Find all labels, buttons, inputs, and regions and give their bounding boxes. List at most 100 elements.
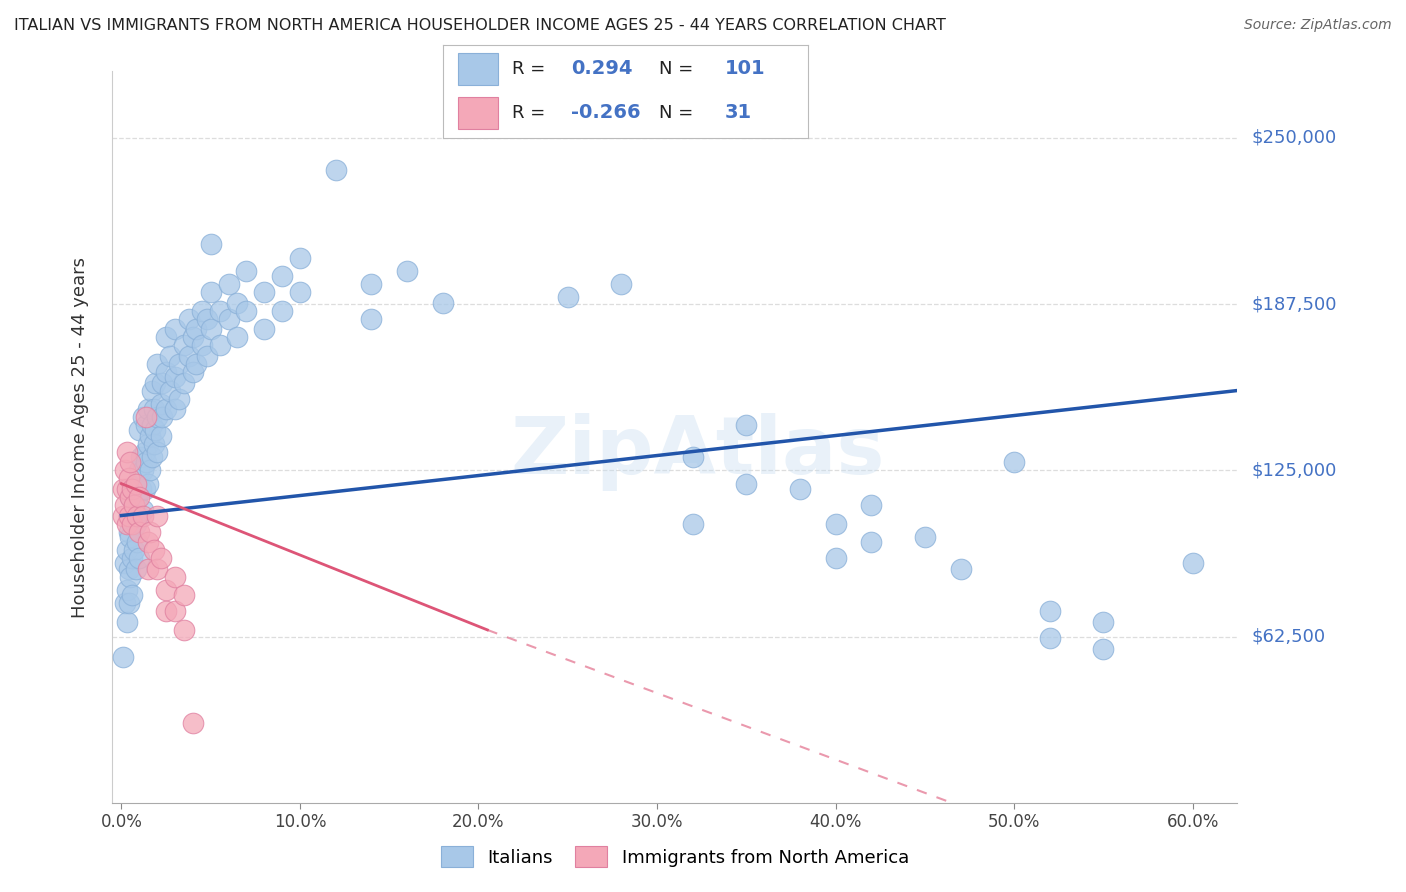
Point — [789, 482, 811, 496]
Point — [824, 551, 846, 566]
Text: Source: ZipAtlas.com: Source: ZipAtlas.com — [1244, 18, 1392, 32]
Point — [128, 424, 150, 438]
Point — [235, 264, 257, 278]
Point — [142, 402, 165, 417]
Point — [325, 162, 347, 177]
Point — [155, 330, 177, 344]
Point — [129, 482, 152, 496]
Point — [115, 516, 138, 531]
Point — [125, 476, 148, 491]
Point — [288, 251, 311, 265]
Point — [181, 716, 204, 731]
Point — [112, 482, 135, 496]
Point — [114, 463, 136, 477]
Bar — [457, 53, 498, 85]
Point — [173, 338, 195, 352]
Point — [155, 365, 177, 379]
Point — [163, 604, 186, 618]
Point — [114, 596, 136, 610]
Point — [860, 535, 883, 549]
Text: 31: 31 — [724, 103, 751, 122]
Point — [142, 436, 165, 450]
Point — [146, 508, 169, 523]
Point — [136, 402, 159, 417]
Point — [128, 490, 150, 504]
Point — [432, 295, 454, 310]
Point — [125, 476, 148, 491]
Text: 101: 101 — [724, 60, 765, 78]
Point — [139, 524, 162, 539]
Point — [179, 311, 201, 326]
Point — [142, 543, 165, 558]
Text: $62,500: $62,500 — [1251, 628, 1326, 646]
Point — [117, 524, 139, 539]
Point — [735, 476, 758, 491]
Point — [121, 551, 143, 566]
Point — [146, 357, 169, 371]
Point — [155, 604, 177, 618]
Point — [125, 516, 148, 531]
Point — [173, 623, 195, 637]
Point — [167, 392, 190, 406]
Point — [114, 557, 136, 571]
Point — [121, 508, 143, 523]
Point — [117, 508, 139, 523]
Point — [173, 588, 195, 602]
Point — [1039, 604, 1062, 618]
Point — [360, 311, 382, 326]
Point — [200, 322, 222, 336]
Point — [163, 570, 186, 584]
Point — [190, 338, 212, 352]
Text: -0.266: -0.266 — [571, 103, 641, 122]
Text: R =: R = — [512, 60, 551, 78]
Point — [190, 303, 212, 318]
Point — [132, 463, 155, 477]
Point — [128, 524, 150, 539]
Point — [136, 436, 159, 450]
Point — [143, 424, 166, 438]
Text: ZipAtlas: ZipAtlas — [510, 413, 884, 491]
Point — [557, 290, 579, 304]
Point — [112, 508, 135, 523]
Y-axis label: Householder Income Ages 25 - 44 years: Householder Income Ages 25 - 44 years — [70, 257, 89, 617]
Point — [115, 444, 138, 458]
Point — [396, 264, 419, 278]
Point — [121, 588, 143, 602]
Point — [186, 322, 208, 336]
Text: $250,000: $250,000 — [1251, 128, 1337, 147]
Point — [139, 429, 162, 443]
Point — [120, 530, 142, 544]
Point — [735, 418, 758, 433]
Point — [146, 410, 169, 425]
Point — [682, 516, 704, 531]
Point — [146, 444, 169, 458]
Point — [155, 582, 177, 597]
Text: N =: N = — [658, 104, 699, 122]
Point — [208, 338, 231, 352]
Point — [226, 295, 249, 310]
Point — [141, 418, 163, 433]
Point — [132, 503, 155, 517]
Point — [860, 498, 883, 512]
Point — [149, 397, 172, 411]
Point — [253, 285, 276, 299]
Point — [136, 535, 159, 549]
Point — [682, 450, 704, 464]
Point — [208, 303, 231, 318]
Text: ITALIAN VS IMMIGRANTS FROM NORTH AMERICA HOUSEHOLDER INCOME AGES 25 - 44 YEARS C: ITALIAN VS IMMIGRANTS FROM NORTH AMERICA… — [14, 18, 946, 33]
Point — [120, 490, 142, 504]
Point — [914, 530, 936, 544]
Point — [159, 349, 181, 363]
Text: $125,000: $125,000 — [1251, 461, 1337, 479]
Point — [1092, 641, 1115, 656]
Point — [186, 357, 208, 371]
Point — [120, 570, 142, 584]
Point — [141, 450, 163, 464]
Legend: Italians, Immigrants from North America: Italians, Immigrants from North America — [433, 839, 917, 874]
Point — [115, 615, 138, 629]
Point — [200, 285, 222, 299]
Point — [610, 277, 633, 292]
Point — [135, 455, 157, 469]
Point — [152, 410, 174, 425]
Point — [271, 269, 294, 284]
